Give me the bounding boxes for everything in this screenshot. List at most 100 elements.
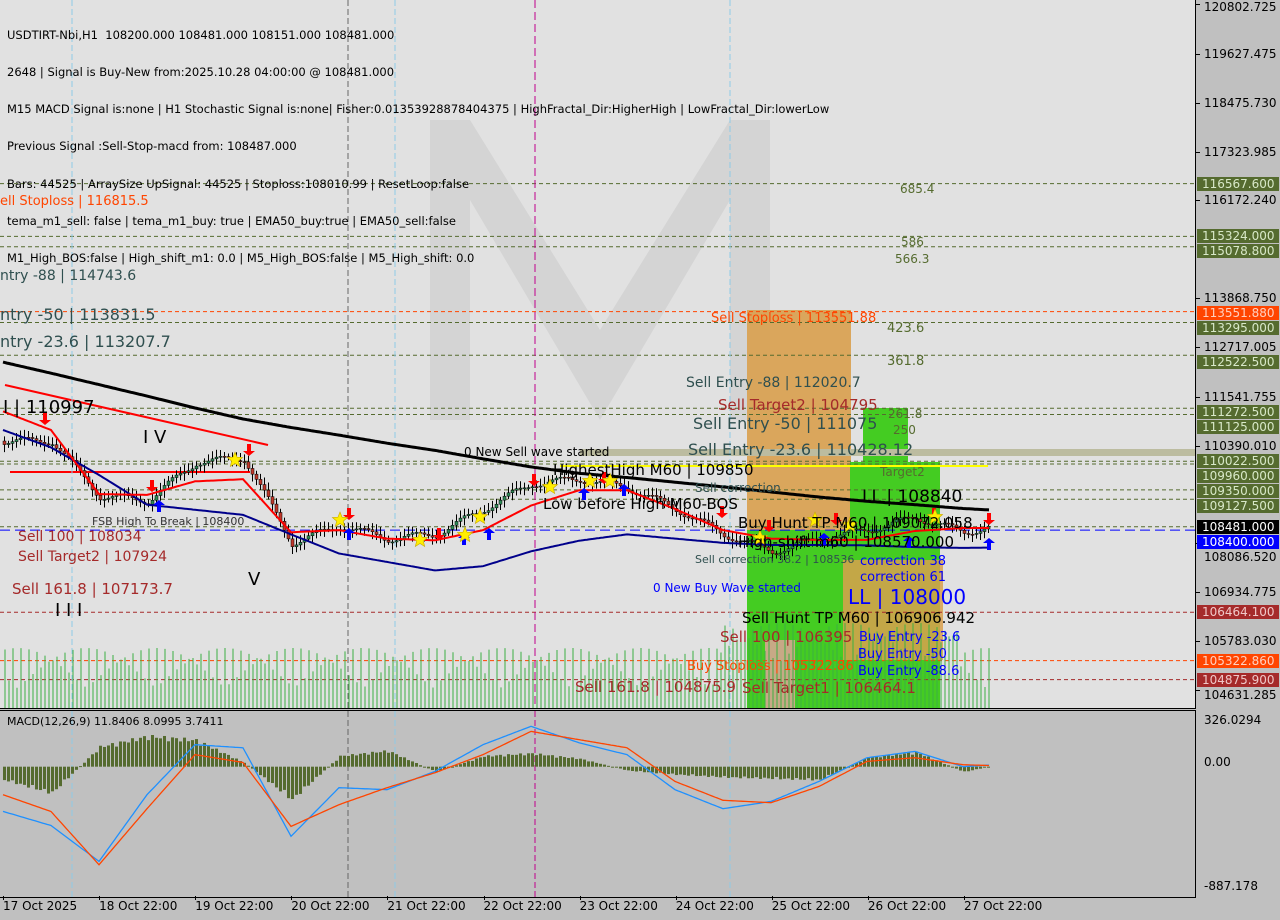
macd-histogram-bar	[179, 741, 182, 767]
candle	[30, 437, 35, 439]
macd-histogram-bar	[575, 759, 578, 767]
sell-arrow-icon	[763, 520, 775, 532]
macd-histogram-bar	[163, 735, 166, 767]
date-tick-label: 17 Oct 2025	[3, 899, 78, 913]
price-level-tag: 106464.100	[1197, 605, 1279, 620]
macd-histogram-bar	[607, 765, 610, 767]
macd-histogram-bar	[203, 742, 206, 767]
macd-histogram-bar	[131, 738, 134, 767]
macd-histogram-bar	[647, 766, 650, 773]
macd-histogram-bar	[19, 766, 22, 784]
macd-histogram-bar	[911, 754, 914, 767]
candle	[774, 553, 779, 555]
price-tick-label: 112717.005	[1204, 340, 1277, 354]
chart-annotation: Sell 161.8 | 104875.9	[575, 678, 736, 696]
candle	[778, 552, 783, 555]
candle	[194, 465, 199, 470]
star-icon	[806, 511, 824, 528]
info-line-bos: M1_High_BOS:false | High_shift_m1: 0.0 |…	[7, 251, 475, 266]
macd-histogram-bar	[675, 766, 678, 776]
date-tick-label: 21 Oct 22:00	[387, 899, 466, 913]
candle	[530, 486, 535, 489]
macd-histogram-bar	[139, 737, 142, 767]
macd-histogram-bar	[571, 757, 574, 767]
macd-histogram-bar	[799, 766, 802, 780]
macd-histogram-bar	[399, 757, 402, 767]
macd-histogram-bar	[587, 761, 590, 767]
macd-histogram-bar	[451, 766, 454, 768]
macd-histogram-bar	[919, 753, 922, 767]
candle	[702, 518, 707, 521]
candle	[658, 496, 663, 499]
macd-histogram-bar	[87, 758, 90, 767]
macd-histogram-bar	[583, 759, 586, 767]
macd-histogram-bar	[147, 740, 150, 767]
chart-annotation: LL | 108840	[862, 487, 963, 507]
macd-histogram-bar	[111, 743, 114, 767]
macd-histogram-bar	[567, 757, 570, 767]
macd-panel[interactable]: MACD(12,26,9) 11.8406 8.0995 3.7411	[0, 710, 1196, 898]
macd-histogram-bar	[291, 766, 294, 800]
macd-histogram-bar	[555, 757, 558, 767]
macd-histogram-bar	[287, 766, 290, 799]
price-level-tag: 116567.600	[1197, 176, 1279, 191]
chart-annotation: Buy Hunt TP M60 | 109072.058	[738, 514, 973, 532]
candle	[514, 488, 519, 491]
macd-histogram-bar	[627, 766, 630, 771]
macd-histogram-bar	[387, 752, 390, 767]
info-line-ohlc: USDTIRT-Nbi,H1 108200.000 108481.000 108…	[7, 27, 395, 42]
macd-histogram-bar	[419, 765, 422, 767]
macd-histogram-bar	[591, 761, 594, 767]
macd-histogram-bar	[599, 763, 602, 767]
candle	[62, 450, 67, 455]
candle	[918, 518, 923, 522]
chart-annotation: I | 110997	[3, 397, 95, 418]
candle	[966, 533, 971, 535]
price-chart[interactable]: USDTIRT-Nbi,H1 108200.000 108481.000 108…	[0, 0, 1196, 709]
macd-histogram-bar	[579, 758, 582, 767]
info-line-bars: Bars: 44525 | ArraySize UpSignal: 44525 …	[7, 176, 470, 191]
macd-histogram-bar	[967, 766, 970, 772]
macd-histogram-bar	[319, 766, 322, 775]
sell-arrow-icon	[433, 528, 445, 540]
price-tick-mark	[1196, 592, 1200, 594]
macd-histogram-bar	[75, 766, 78, 770]
candle	[558, 476, 563, 479]
candle	[218, 456, 223, 458]
price-axis[interactable]: 326.0294 0.00 -887.178 120802.725 119627.…	[1196, 0, 1280, 896]
chart-annotation: Buy Stoploss | 105322.86	[687, 659, 854, 674]
price-level-tag: 109960.000	[1197, 469, 1279, 484]
price-level-tag: 113295.000	[1197, 321, 1279, 336]
candle	[574, 479, 579, 482]
macd-histogram-bar	[767, 766, 770, 779]
candle	[46, 443, 51, 446]
macd-histogram-bar	[403, 757, 406, 767]
candle	[858, 528, 863, 531]
indicator-info-panel: USDTIRT-Nbi,H1 108200.000 108481.000 108…	[7, 4, 829, 289]
star-icon	[471, 508, 489, 525]
candle	[654, 495, 659, 497]
candle	[10, 441, 15, 444]
macd-histogram-bar	[595, 762, 598, 767]
macd-histogram-bar	[103, 746, 106, 767]
watermark-logo	[430, 120, 770, 420]
price-level-tag: 109350.000	[1197, 484, 1279, 499]
star-icon	[456, 526, 474, 543]
chart-annotation: correction 61	[860, 570, 946, 585]
candle	[450, 525, 455, 530]
candle	[34, 438, 39, 441]
macd-histogram-bar	[307, 766, 310, 786]
info-line-signal: 2648 | Signal is Buy-New from:2025.10.28…	[7, 65, 395, 80]
macd-histogram-bar	[727, 766, 730, 778]
candle	[442, 532, 447, 537]
candle	[970, 534, 975, 536]
macd-histogram-bar	[899, 754, 902, 767]
macd-histogram-bar	[255, 766, 258, 773]
candle	[878, 530, 883, 533]
candle	[166, 480, 171, 486]
candle	[106, 497, 111, 500]
candle	[42, 442, 47, 445]
candle	[482, 512, 487, 514]
macd-histogram-bar	[935, 760, 938, 767]
candle	[110, 496, 115, 499]
